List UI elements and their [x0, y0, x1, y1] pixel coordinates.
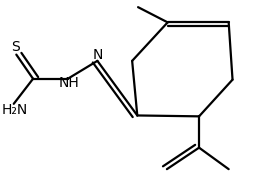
Text: H₂N: H₂N — [1, 103, 27, 117]
Text: NH: NH — [58, 76, 79, 90]
Text: S: S — [11, 40, 19, 54]
Text: N: N — [93, 49, 103, 62]
